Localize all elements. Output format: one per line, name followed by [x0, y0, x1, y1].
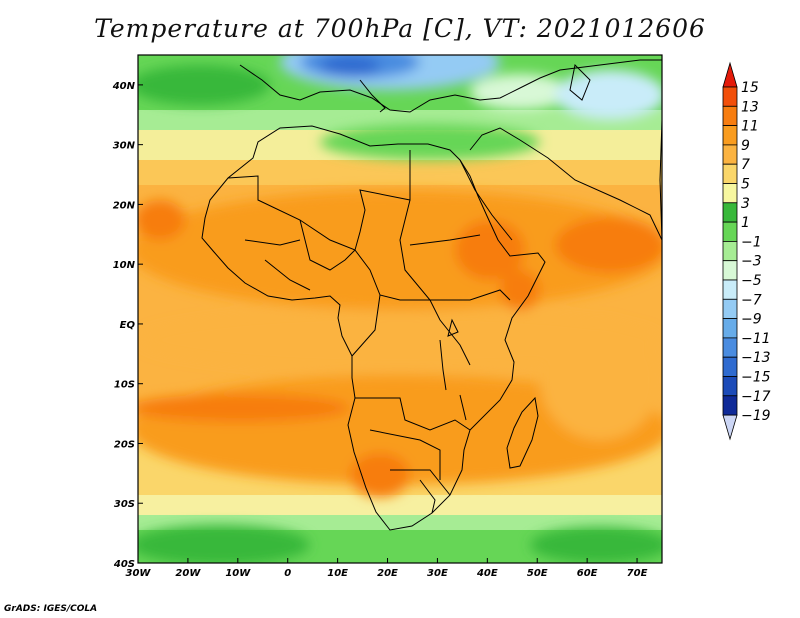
green-atlantic-north: [138, 65, 270, 105]
lat-tick-label: 20S: [114, 439, 135, 450]
colorbar-label: 15: [741, 80, 759, 96]
map-title: Temperature at 700hPa [C], VT: 202101260…: [94, 14, 706, 43]
colorbar-swatch: [722, 337, 738, 358]
colorbar-label: −1: [741, 234, 762, 250]
colorbar-swatch: [722, 202, 738, 223]
colorbar-bottom-arrow: [722, 414, 738, 441]
arabia-coastline: [469, 119, 662, 241]
lat-tick-label: 40S: [113, 559, 135, 570]
hot-spot-horn: [500, 270, 540, 310]
colorbar-swatch: [722, 125, 738, 146]
colorbar-swatch: [722, 395, 738, 416]
borders-south: [355, 397, 471, 514]
europe-coastline: [239, 59, 662, 113]
south-green-east: [530, 527, 662, 563]
colorbar-label: 5: [741, 177, 750, 193]
colorbar-swatch: [722, 86, 738, 107]
lon-tick-label: 70E: [627, 568, 648, 579]
lon-tick-label: 30E: [427, 568, 448, 579]
lat-tick-label: 10N: [113, 260, 136, 271]
madagascar-coastline: [506, 396, 539, 469]
italy-coast: [359, 79, 386, 113]
lat-tick-label: 20N: [113, 200, 136, 211]
lat-tick-label: 30N: [113, 141, 136, 152]
colorbar-swatch: [722, 183, 738, 204]
latitude-axis: 40N 30N 20N 10N EQ 10S 20S 30S 40S: [112, 81, 143, 570]
lon-tick-label: 40E: [476, 568, 498, 579]
longitude-axis: 30W 20W 10W 0 10E 20E 30E 40E 50E 60E 70E: [126, 558, 648, 579]
colorbar-swatch: [722, 376, 738, 397]
colorbar-label: 1: [741, 215, 750, 231]
colorbar: 15 13 11 9 7 5 3 1 −1 −3 −5 −7 −9 −11 −13 −15 −17 −19: [722, 61, 771, 441]
colorbar-label: 9: [741, 138, 750, 154]
colorbar-label: −17: [741, 389, 771, 405]
colorbar-label: −7: [741, 292, 762, 308]
lon-tick-label: 10E: [327, 568, 348, 579]
colorbar-swatch: [722, 279, 738, 300]
colorbar-swatch: [722, 240, 738, 262]
colorbar-label: −9: [741, 312, 762, 328]
hot-spot-namibia: [350, 453, 410, 497]
lat-tick-label: 40N: [112, 81, 136, 92]
colorbar-label: −15: [741, 370, 771, 386]
mid-belt-lighter: [140, 310, 660, 370]
colorbar-swatch: [722, 260, 738, 281]
coastlines: [201, 59, 662, 531]
green-sahara-north: [320, 124, 540, 160]
lat-tick-label: EQ: [120, 320, 136, 331]
lon-tick-label: 0: [284, 568, 291, 579]
borders-central: [351, 199, 511, 366]
hot-spot-atlantic: [138, 200, 185, 240]
lat-tick-label: 30S: [114, 499, 135, 510]
colorbar-label: −3: [741, 254, 762, 270]
colorbar-top-arrow: [722, 61, 738, 88]
colorbar-label: −13: [741, 350, 771, 366]
colorbar-label: 7: [741, 157, 750, 173]
lon-tick-label: 50E: [527, 568, 548, 579]
colorbar-swatch: [722, 163, 738, 184]
caspian-coast: [569, 63, 591, 101]
colorbar-swatch: [722, 298, 738, 319]
colorbar-label: −19: [741, 408, 771, 424]
africa-coastline: [201, 125, 546, 531]
lat-tick-label: 10S: [114, 380, 135, 391]
red-sea-coast: [459, 159, 513, 241]
map-frame: [137, 54, 663, 564]
hot-band-south-atlantic: [138, 394, 350, 422]
colorbar-label: −5: [741, 273, 762, 289]
cold-pool-middle-east: [470, 74, 570, 110]
colorbar-label: 11: [741, 119, 759, 135]
colorbar-swatch: [722, 356, 738, 377]
colorbar-label: −11: [741, 331, 771, 347]
colorbar-swatch: [722, 318, 738, 339]
grads-credit: GrADS: IGES/COLA: [4, 604, 98, 614]
colorbar-swatch: [722, 144, 738, 165]
colorbar-swatch: [722, 105, 738, 127]
colorbar-swatch: [722, 221, 738, 242]
cold-pool-europe-deep: [320, 56, 380, 76]
colorbar-label: 13: [741, 99, 759, 115]
cold-pool-asia: [555, 70, 662, 120]
lon-tick-label: 20W: [175, 568, 201, 579]
warm-indian-ocean: [540, 320, 660, 440]
lon-tick-label: 10W: [225, 568, 251, 579]
lon-tick-label: 60E: [577, 568, 598, 579]
south-green-west: [138, 525, 310, 563]
hot-spot-arabia: [555, 217, 662, 273]
great-lakes: [439, 318, 467, 421]
lon-tick-label: 20E: [377, 568, 398, 579]
colorbar-label: 3: [741, 196, 750, 212]
lon-tick-label: 30W: [126, 568, 152, 579]
